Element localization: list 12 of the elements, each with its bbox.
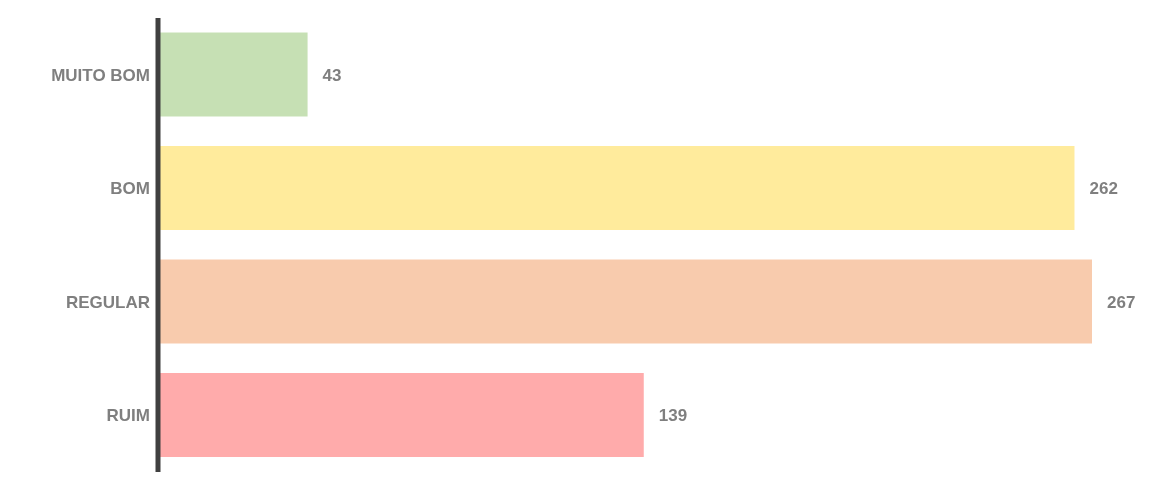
bar bbox=[158, 144, 1077, 233]
data-label: 139 bbox=[658, 406, 688, 426]
bar bbox=[158, 257, 1093, 346]
y-tick-label: MUITO BOM bbox=[51, 65, 150, 85]
data-label: 262 bbox=[1089, 179, 1118, 199]
data-label: 267 bbox=[1107, 292, 1136, 312]
y-tick-label: RUIM bbox=[106, 406, 150, 426]
y-tick-label: BOM bbox=[110, 179, 150, 199]
bar bbox=[158, 30, 310, 119]
y-tick-label: REGULAR bbox=[65, 292, 150, 312]
bar bbox=[158, 371, 646, 460]
data-label: 43 bbox=[322, 65, 342, 85]
